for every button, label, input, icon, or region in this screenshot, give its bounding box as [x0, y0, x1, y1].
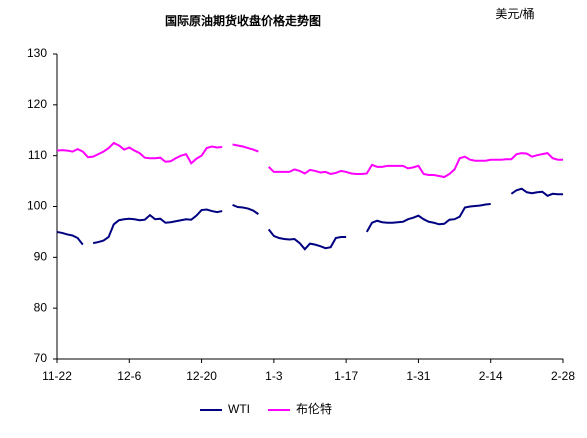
x-tick-label: 1-31: [406, 369, 430, 383]
x-tick-label: 12-6: [117, 369, 141, 383]
y-tick-label: 130: [27, 46, 47, 60]
unit-label: 美元/桶: [495, 6, 534, 21]
x-tick-label: 12-20: [186, 369, 217, 383]
y-tick-label: 70: [34, 351, 48, 365]
legend-label: 布伦特: [296, 401, 332, 416]
x-tick-label: 2-14: [479, 369, 503, 383]
series-line: [56, 187, 563, 251]
chart-title: 国际原油期货收盘价格走势图: [165, 13, 321, 28]
legend-label: WTI: [228, 402, 250, 416]
y-tick-label: 100: [27, 199, 47, 213]
y-tick-label: 120: [27, 97, 47, 111]
x-tick-label: 1-17: [334, 369, 358, 383]
y-tick-label: 110: [28, 148, 47, 162]
y-tick-label: 90: [34, 250, 48, 264]
x-tick-label: 1-3: [265, 369, 283, 383]
x-tick-label: 11-22: [42, 369, 72, 383]
y-tick-label: 80: [34, 300, 48, 314]
series-line: [56, 141, 563, 179]
x-tick-label: 2-28: [551, 369, 575, 383]
